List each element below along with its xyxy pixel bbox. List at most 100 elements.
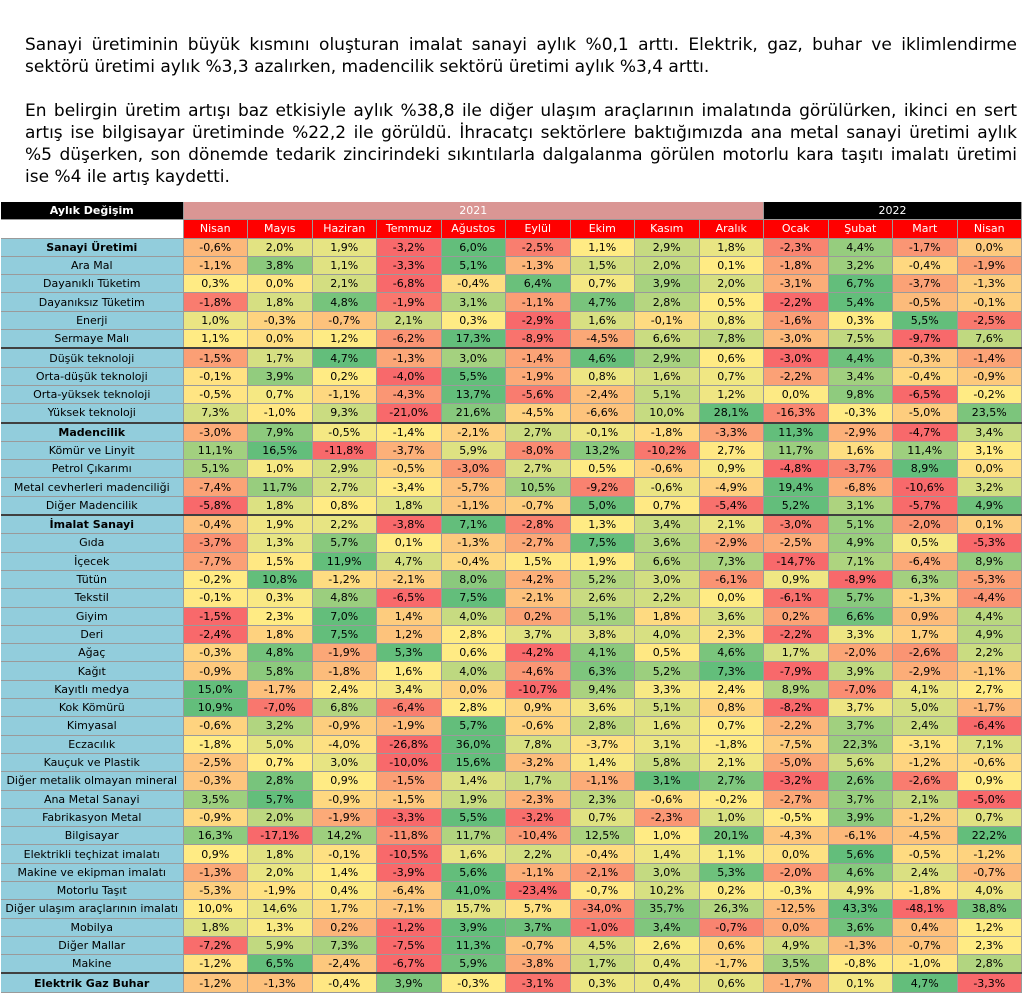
value-cell: -1,0%	[892, 954, 958, 974]
value-cell: 3,2%	[957, 477, 1023, 497]
value-cell: 4,6%	[570, 347, 635, 368]
value-cell: 3,1%	[634, 771, 700, 791]
paragraph-2: En belirgin üretim artışı baz etkisiyle …	[25, 101, 1017, 187]
value-cell: 2,3%	[570, 790, 635, 809]
value-cell: 1,6%	[634, 367, 700, 386]
value-cell: 0,0%	[957, 238, 1023, 257]
value-cell: 3,4%	[376, 680, 442, 700]
value-cell: 1,4%	[570, 753, 635, 773]
value-cell: -0,5%	[763, 808, 829, 828]
value-cell: 38,8%	[957, 899, 1023, 919]
table-row: Diğer Madencilik -5,8% 1,8% 0,8% 1,8% -1,1% -0…	[1, 496, 1023, 516]
value-cell: 1,1%	[183, 329, 248, 349]
value-cell: -4,8%	[763, 459, 829, 479]
value-cell: -2,6%	[892, 771, 958, 791]
value-cell: 8,9%	[763, 680, 829, 700]
value-cell: -3,2%	[376, 238, 442, 257]
value-cell: 4,0%	[957, 881, 1023, 901]
value-cell: 2,0%	[247, 238, 313, 257]
value-cell: 11,7%	[441, 826, 506, 846]
row-label: Yüksek teknoloji	[1, 403, 184, 424]
value-cell: -3,1%	[763, 274, 829, 294]
value-cell: 20,1%	[699, 826, 765, 846]
value-cell: 1,7%	[312, 899, 377, 919]
value-cell: 5,2%	[634, 661, 700, 681]
table-row: Madencilik -3,0% 7,9% -0,5% -1,4% -2,1% 2,7% -0…	[1, 421, 1023, 442]
value-cell: 1,6%	[570, 311, 635, 331]
table-row: Sermaye Malı 1,1% 0,0% 1,2% -6,2% 17,3% -8,9% -…	[1, 329, 1023, 349]
value-cell: 5,7%	[828, 588, 894, 608]
value-cell: -2,9%	[828, 421, 894, 442]
value-cell: 0,1%	[828, 972, 894, 993]
value-cell: 1,6%	[634, 716, 700, 736]
value-cell: -0,6%	[634, 477, 700, 497]
value-cell: 0,5%	[570, 459, 635, 479]
value-cell: 4,7%	[892, 972, 958, 993]
value-cell: -1,4%	[957, 347, 1023, 368]
value-cell: -48,1%	[892, 899, 958, 919]
value-cell: 4,0%	[634, 625, 700, 645]
value-cell: 1,1%	[699, 844, 765, 864]
value-cell: -4,7%	[892, 421, 958, 442]
value-cell: 0,8%	[699, 698, 765, 718]
table-row: Tütün -0,2% 10,8% -1,2% -2,1% 8,0% -4,2% 5,2% 3,…	[1, 570, 1023, 590]
value-cell: 4,9%	[957, 625, 1023, 645]
value-cell: -34,0%	[570, 899, 635, 919]
value-cell: 16,5%	[247, 441, 313, 461]
value-cell: 2,1%	[892, 790, 958, 809]
table-row: Makine -1,2% 6,5% -2,4% -6,7% 5,9% -3,8% 1,7% 0,…	[1, 954, 1023, 974]
value-cell: 3,8%	[247, 256, 313, 276]
value-cell: 0,0%	[763, 385, 829, 405]
value-cell: -10,4%	[505, 826, 571, 846]
value-cell: 11,3%	[441, 936, 506, 956]
value-cell: -3,2%	[763, 771, 829, 791]
table-row: Tekstil -0,1% 0,3% 4,8% -6,5% 7,5% -2,1% 2,6% 2,…	[1, 588, 1023, 608]
value-cell: -1,1%	[505, 863, 571, 882]
value-cell: 1,2%	[312, 329, 377, 349]
value-cell: -1,3%	[441, 533, 506, 553]
value-cell: 4,4%	[828, 238, 894, 257]
value-cell: 7,0%	[312, 607, 377, 626]
value-cell: -4,2%	[505, 643, 571, 663]
value-cell: 3,5%	[183, 790, 248, 809]
value-cell: 3,0%	[634, 570, 700, 590]
value-cell: 0,9%	[312, 771, 377, 791]
value-cell: -0,7%	[505, 496, 571, 516]
value-cell: -4,5%	[892, 826, 958, 846]
value-cell: -2,3%	[634, 808, 700, 828]
value-cell: 3,9%	[828, 808, 894, 828]
value-cell: 2,6%	[570, 588, 635, 608]
value-cell: -1,3%	[892, 588, 958, 608]
month-header: Şubat	[828, 219, 894, 239]
value-cell: -6,8%	[376, 274, 442, 294]
value-cell: -23,4%	[505, 881, 571, 901]
value-cell: -4,5%	[570, 329, 635, 349]
row-label: Diğer Madencilik	[1, 496, 184, 516]
value-cell: -3,0%	[441, 459, 506, 479]
value-cell: -2,6%	[892, 643, 958, 663]
value-cell: -0,9%	[312, 790, 377, 809]
value-cell: 4,1%	[570, 643, 635, 663]
value-cell: -1,9%	[312, 808, 377, 828]
value-cell: -9,2%	[570, 477, 635, 497]
table-row: Elektrik Gaz Buhar -1,2% -1,3% -0,4% 3,9% -0,…	[1, 972, 1023, 993]
value-cell: -6,1%	[828, 826, 894, 846]
row-label: İçecek	[1, 552, 184, 571]
value-cell: 2,4%	[892, 863, 958, 882]
value-cell: -0,8%	[828, 954, 894, 974]
value-cell: 7,5%	[828, 329, 894, 349]
value-cell: -0,5%	[312, 421, 377, 442]
row-label: Dayanıklı Tüketim	[1, 274, 184, 294]
value-cell: 2,3%	[957, 936, 1023, 956]
value-cell: -0,2%	[699, 790, 765, 809]
value-cell: -6,8%	[828, 477, 894, 497]
value-cell: -7,2%	[183, 936, 248, 956]
value-cell: -0,4%	[570, 844, 635, 864]
value-cell: 2,1%	[699, 514, 765, 535]
row-label: Ana Metal Sanayi	[1, 790, 184, 809]
value-cell: 1,6%	[441, 844, 506, 864]
table-row: Elektrikli teçhizat imalatı 0,9% 1,8% -0,1%…	[1, 844, 1023, 864]
value-cell: 2,4%	[312, 680, 377, 700]
table-row: Motorlu Taşıt -5,3% -1,9% 0,4% -6,4% 41,0% -23…	[1, 881, 1023, 901]
value-cell: 3,9%	[247, 367, 313, 386]
